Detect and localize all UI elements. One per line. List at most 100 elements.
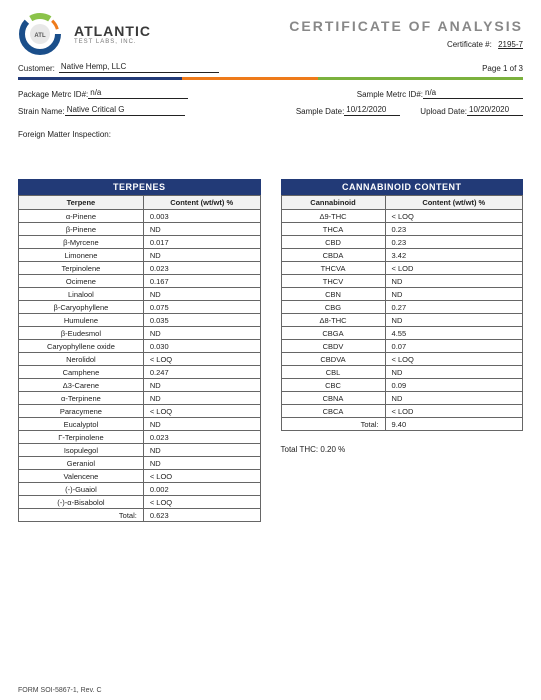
row-value: ND xyxy=(143,444,260,457)
pkg-id-value: n/a xyxy=(88,88,188,99)
row-value: 4.55 xyxy=(385,327,522,340)
row-value: ND xyxy=(385,288,522,301)
cannabinoid-title: CANNABINOID CONTENT xyxy=(281,179,524,195)
row-name: (-)-Guaiol xyxy=(19,483,144,496)
row-name: CBG xyxy=(281,301,385,314)
cannabinoid-table: Cannabinoid Content (wt/wt) % Δ9-THC< LO… xyxy=(281,195,524,431)
color-divider xyxy=(18,77,523,80)
row-value: < LOO xyxy=(143,470,260,483)
row-value: ND xyxy=(143,457,260,470)
sample-id-label: Sample Metrc ID#: xyxy=(357,90,423,99)
row-name: Linalool xyxy=(19,288,144,301)
row-value: < LOQ xyxy=(143,405,260,418)
row-value: ND xyxy=(143,327,260,340)
table-row: CBCA< LOD xyxy=(281,405,523,418)
table-row: Δ9-THC< LOQ xyxy=(281,210,523,223)
row-value: < LOQ xyxy=(385,210,522,223)
row-name: α-Terpinene xyxy=(19,392,144,405)
row-value: 0.035 xyxy=(143,314,260,327)
row-name: Geraniol xyxy=(19,457,144,470)
foreign-matter-label: Foreign Matter Inspection: xyxy=(18,130,523,139)
row-name: α-Pinene xyxy=(19,210,144,223)
row-value: 0.030 xyxy=(143,340,260,353)
cert-value: 2195-7 xyxy=(498,40,523,49)
table-row: β-EudesmolND xyxy=(19,327,261,340)
row-name: β-Eudesmol xyxy=(19,327,144,340)
table-row: Δ3-CareneND xyxy=(19,379,261,392)
cann-col1: Cannabinoid xyxy=(281,196,385,210)
table-row: LinaloolND xyxy=(19,288,261,301)
total-value: 0.623 xyxy=(143,509,260,522)
row-name: Eucalyptol xyxy=(19,418,144,431)
row-name: Camphene xyxy=(19,366,144,379)
table-row: LimoneneND xyxy=(19,249,261,262)
row-name: CBDV xyxy=(281,340,385,353)
sample-id-value: n/a xyxy=(423,88,523,99)
table-row: Valencene< LOO xyxy=(19,470,261,483)
total-row: Total:9.40 xyxy=(281,418,523,431)
row-value: 0.09 xyxy=(385,379,522,392)
logo-subtitle: TEST LABS, INC. xyxy=(74,39,151,45)
customer-value: Native Hemp, LLC xyxy=(59,62,219,73)
row-value: 0.075 xyxy=(143,301,260,314)
row-name: CBD xyxy=(281,236,385,249)
row-name: CBN xyxy=(281,288,385,301)
pkg-id-label: Package Metrc ID#: xyxy=(18,90,88,99)
row-value: ND xyxy=(143,392,260,405)
row-value: 0.023 xyxy=(143,431,260,444)
row-value: ND xyxy=(143,288,260,301)
row-name: CBDVA xyxy=(281,353,385,366)
row-name: CBNA xyxy=(281,392,385,405)
row-name: THCV xyxy=(281,275,385,288)
table-row: Δ8-THCND xyxy=(281,314,523,327)
row-name: β-Myrcene xyxy=(19,236,144,249)
row-value: 0.002 xyxy=(143,483,260,496)
row-name: Isopulegol xyxy=(19,444,144,457)
total-value: 9.40 xyxy=(385,418,522,431)
row-name: Humulene xyxy=(19,314,144,327)
table-row: CBDA3.42 xyxy=(281,249,523,262)
table-row: Terpinolene0.023 xyxy=(19,262,261,275)
row-value: < LOQ xyxy=(143,353,260,366)
row-name: Caryophyllene oxide xyxy=(19,340,144,353)
logo: ATL ATLANTIC TEST LABS, INC. xyxy=(18,12,151,56)
cannabinoid-table-wrap: CANNABINOID CONTENT Cannabinoid Content … xyxy=(281,179,524,454)
row-value: < LOQ xyxy=(385,353,522,366)
row-name: β-Pinene xyxy=(19,223,144,236)
row-value: ND xyxy=(385,366,522,379)
row-value: ND xyxy=(143,223,260,236)
terpenes-table-wrap: TERPENES Terpene Content (wt/wt) % α-Pin… xyxy=(18,179,261,522)
row-name: Γ-Terpinolene xyxy=(19,431,144,444)
table-row: CBGA4.55 xyxy=(281,327,523,340)
row-value: 0.23 xyxy=(385,223,522,236)
table-row: (-)-α-Bisabolol< LOQ xyxy=(19,496,261,509)
row-name: Valencene xyxy=(19,470,144,483)
table-row: CBDVA< LOQ xyxy=(281,353,523,366)
table-row: THCA0.23 xyxy=(281,223,523,236)
terp-col2: Content (wt/wt) % xyxy=(143,196,260,210)
row-name: CBL xyxy=(281,366,385,379)
cann-col2: Content (wt/wt) % xyxy=(385,196,522,210)
row-name: Limonene xyxy=(19,249,144,262)
total-label: Total: xyxy=(281,418,385,431)
table-row: GeraniolND xyxy=(19,457,261,470)
table-row: α-TerpineneND xyxy=(19,392,261,405)
row-name: β-Caryophyllene xyxy=(19,301,144,314)
form-footer: FORM SOI-5867-1, Rev. C xyxy=(18,687,102,694)
table-row: CBNAND xyxy=(281,392,523,405)
cert-label: Certificate #: xyxy=(447,40,492,49)
row-name: Paracymene xyxy=(19,405,144,418)
row-value: 0.07 xyxy=(385,340,522,353)
page-number: Page 1 of 3 xyxy=(482,64,523,73)
upload-date-label: Upload Date: xyxy=(420,107,467,116)
table-row: β-Caryophyllene0.075 xyxy=(19,301,261,314)
row-value: ND xyxy=(385,392,522,405)
upload-date-value: 10/20/2020 xyxy=(467,105,523,116)
row-value: 0.023 xyxy=(143,262,260,275)
svg-text:ATL: ATL xyxy=(34,33,46,39)
table-row: Caryophyllene oxide0.030 xyxy=(19,340,261,353)
table-row: Camphene0.247 xyxy=(19,366,261,379)
strain-value: Native Critical G xyxy=(65,105,185,116)
row-value: 0.23 xyxy=(385,236,522,249)
table-row: Nerolidol< LOQ xyxy=(19,353,261,366)
